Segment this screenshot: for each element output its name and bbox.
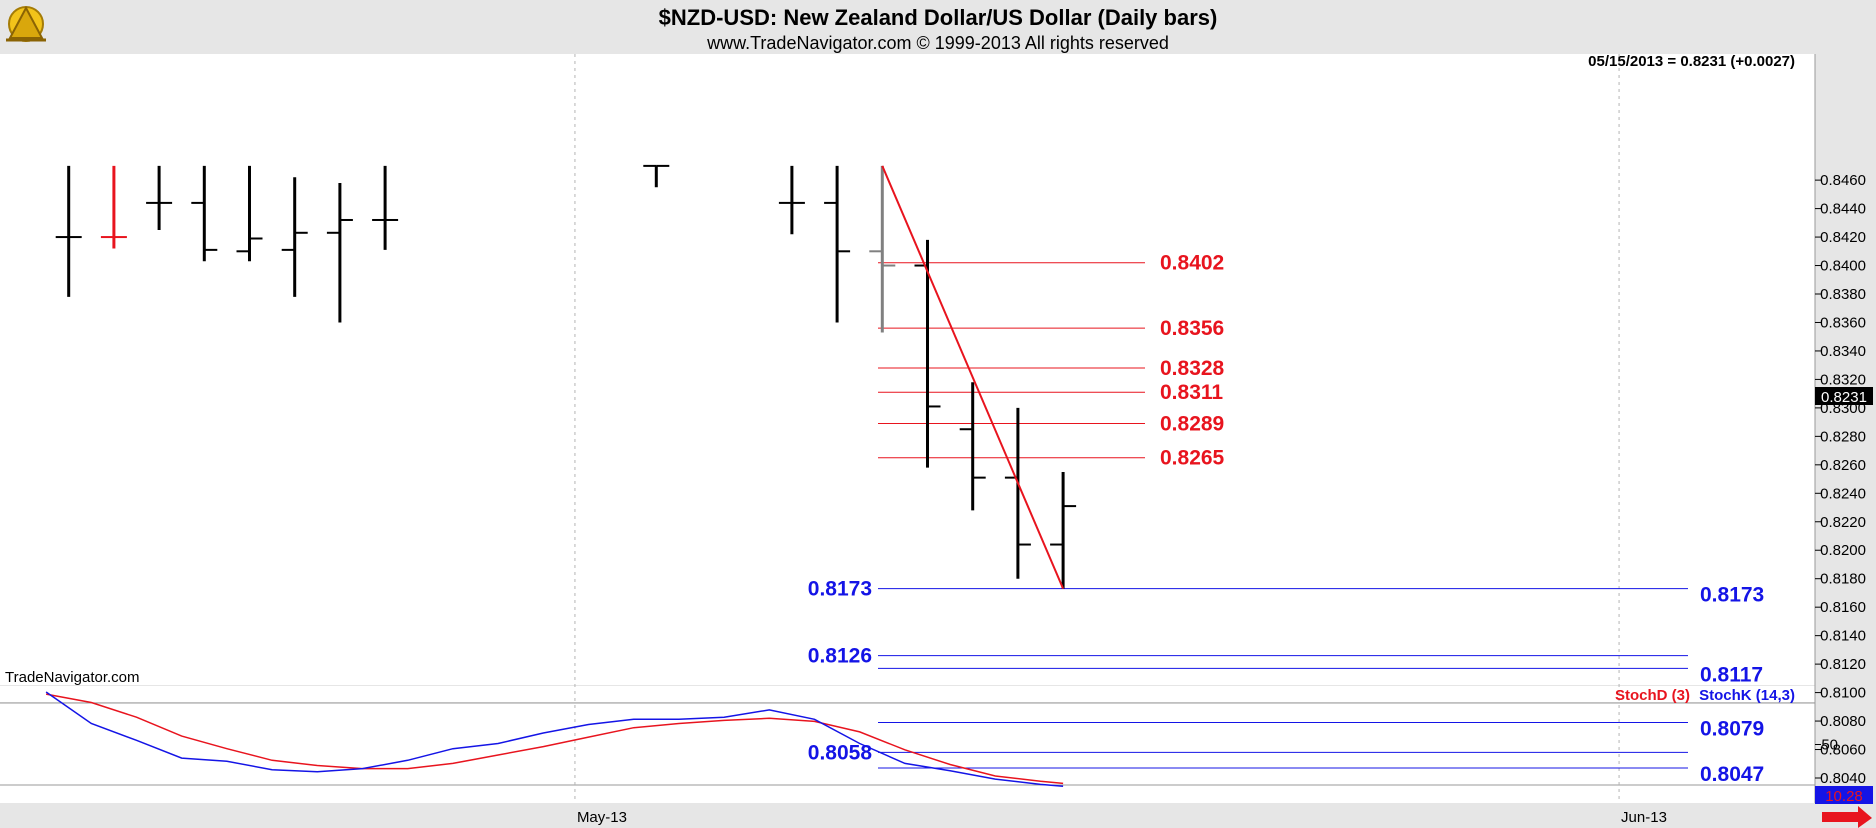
price-tick-label: 0.8220 bbox=[1820, 514, 1866, 531]
price-tick-label: 0.8420 bbox=[1820, 229, 1866, 246]
brand-watermark: TradeNavigator.com bbox=[5, 669, 140, 686]
date-axis: May-13 Jun-13 bbox=[577, 809, 1667, 826]
fib-blue-label-right: 0.8117 bbox=[1700, 663, 1763, 686]
stochastic-lines bbox=[45, 691, 1064, 787]
price-axis: 0.8460 0.8440 0.8420 0.8400 0.8380 0.8360 0.83… bbox=[1815, 172, 1866, 787]
price-tick-label: 0.8320 bbox=[1820, 371, 1866, 388]
fib-red-label: 0.8265 bbox=[1160, 447, 1225, 470]
ohlc-bar bbox=[236, 165, 263, 262]
price-tick-label: 0.8280 bbox=[1820, 428, 1866, 445]
price-badge: 0.8231 bbox=[1821, 389, 1867, 406]
ohlc-bars bbox=[55, 164, 1077, 589]
fib-blue-label-left: 0.8126 bbox=[808, 645, 872, 668]
fib-blue-label-left: 0.8173 bbox=[808, 578, 872, 601]
chart-title: $NZD-USD: New Zealand Dollar/US Dollar (… bbox=[659, 5, 1218, 30]
price-tick-label: 0.8180 bbox=[1820, 571, 1866, 588]
grid-layer bbox=[574, 54, 1620, 803]
price-tick-label: 0.8080 bbox=[1820, 713, 1866, 730]
ohlc-bar bbox=[281, 177, 308, 297]
ohlc-bar bbox=[372, 165, 399, 250]
ohlc-bar bbox=[191, 165, 218, 262]
ohlc-bar bbox=[824, 165, 851, 323]
fib-red-label: 0.8289 bbox=[1160, 413, 1224, 436]
fib-red-label: 0.8402 bbox=[1160, 252, 1224, 275]
price-tick-label: 0.8400 bbox=[1820, 258, 1866, 275]
price-tick-label: 0.8340 bbox=[1820, 343, 1866, 360]
ohlc-bar bbox=[869, 165, 896, 333]
price-tick-label: 0.8140 bbox=[1820, 628, 1866, 645]
price-tick-label: 0.8200 bbox=[1820, 542, 1866, 559]
last-price-readout: 05/15/2013 = 0.8231 (+0.0027) bbox=[1588, 53, 1795, 70]
fib-blue-label-left: 0.8058 bbox=[808, 741, 873, 764]
date-tick-label: Jun-13 bbox=[1621, 809, 1667, 826]
ohlc-bar bbox=[643, 164, 670, 188]
ohlc-bar bbox=[959, 382, 986, 511]
price-panel bbox=[0, 54, 1815, 685]
legend-stochk: StochK (14,3) bbox=[1699, 687, 1795, 704]
ohlc-bar bbox=[326, 182, 353, 323]
price-tick-label: 0.8240 bbox=[1820, 485, 1866, 502]
price-tick-label: 0.8060 bbox=[1820, 742, 1866, 759]
stoch-badge: 10.28 bbox=[1825, 788, 1863, 805]
fib-blue-label-right: 0.8047 bbox=[1700, 763, 1764, 786]
price-tick-label: 0.8460 bbox=[1820, 172, 1866, 189]
trend-layer bbox=[881, 165, 1065, 590]
stochastic-panel bbox=[0, 703, 1815, 803]
chart-copyright: www.TradeNavigator.com © 1999-2013 All r… bbox=[706, 33, 1169, 53]
fib-blue-label-right: 0.8173 bbox=[1700, 584, 1764, 607]
downtrend-line bbox=[881, 165, 1065, 590]
price-tick-label: 0.8100 bbox=[1820, 685, 1866, 702]
ohlc-bar bbox=[778, 165, 805, 235]
price-tick-label: 0.8380 bbox=[1820, 286, 1866, 303]
price-tick-label: 0.8040 bbox=[1820, 770, 1866, 787]
date-tick-label: May-13 bbox=[577, 809, 627, 826]
fib-red-label: 0.8356 bbox=[1160, 317, 1224, 340]
stoch-tick-label: 50 bbox=[1821, 737, 1838, 754]
panel-separator bbox=[0, 686, 1815, 702]
price-tick-label: 0.8260 bbox=[1820, 457, 1866, 474]
stochk-line bbox=[45, 691, 1064, 787]
legend-stochd: StochD (3) bbox=[1615, 687, 1690, 704]
fib-red-label: 0.8328 bbox=[1160, 357, 1225, 380]
ohlc-bar bbox=[1050, 471, 1077, 589]
ohlc-bar bbox=[55, 165, 82, 297]
price-tick-label: 0.8160 bbox=[1820, 599, 1866, 616]
price-badge-box bbox=[1815, 387, 1873, 405]
stoch-badge-box bbox=[1815, 786, 1873, 804]
fib-blue-label-right: 0.8079 bbox=[1700, 717, 1764, 740]
ohlc-bar bbox=[100, 165, 127, 249]
logo-icon bbox=[6, 5, 46, 42]
price-tick-label: 0.8120 bbox=[1820, 656, 1866, 673]
ohlc-bar bbox=[146, 165, 173, 230]
price-tick-label: 0.8440 bbox=[1820, 201, 1866, 218]
scroll-right-arrow-icon[interactable] bbox=[1822, 806, 1872, 828]
fib-red-label: 0.8311 bbox=[1160, 381, 1223, 404]
price-tick-label: 0.8360 bbox=[1820, 314, 1866, 331]
stochd-line bbox=[45, 693, 1064, 785]
